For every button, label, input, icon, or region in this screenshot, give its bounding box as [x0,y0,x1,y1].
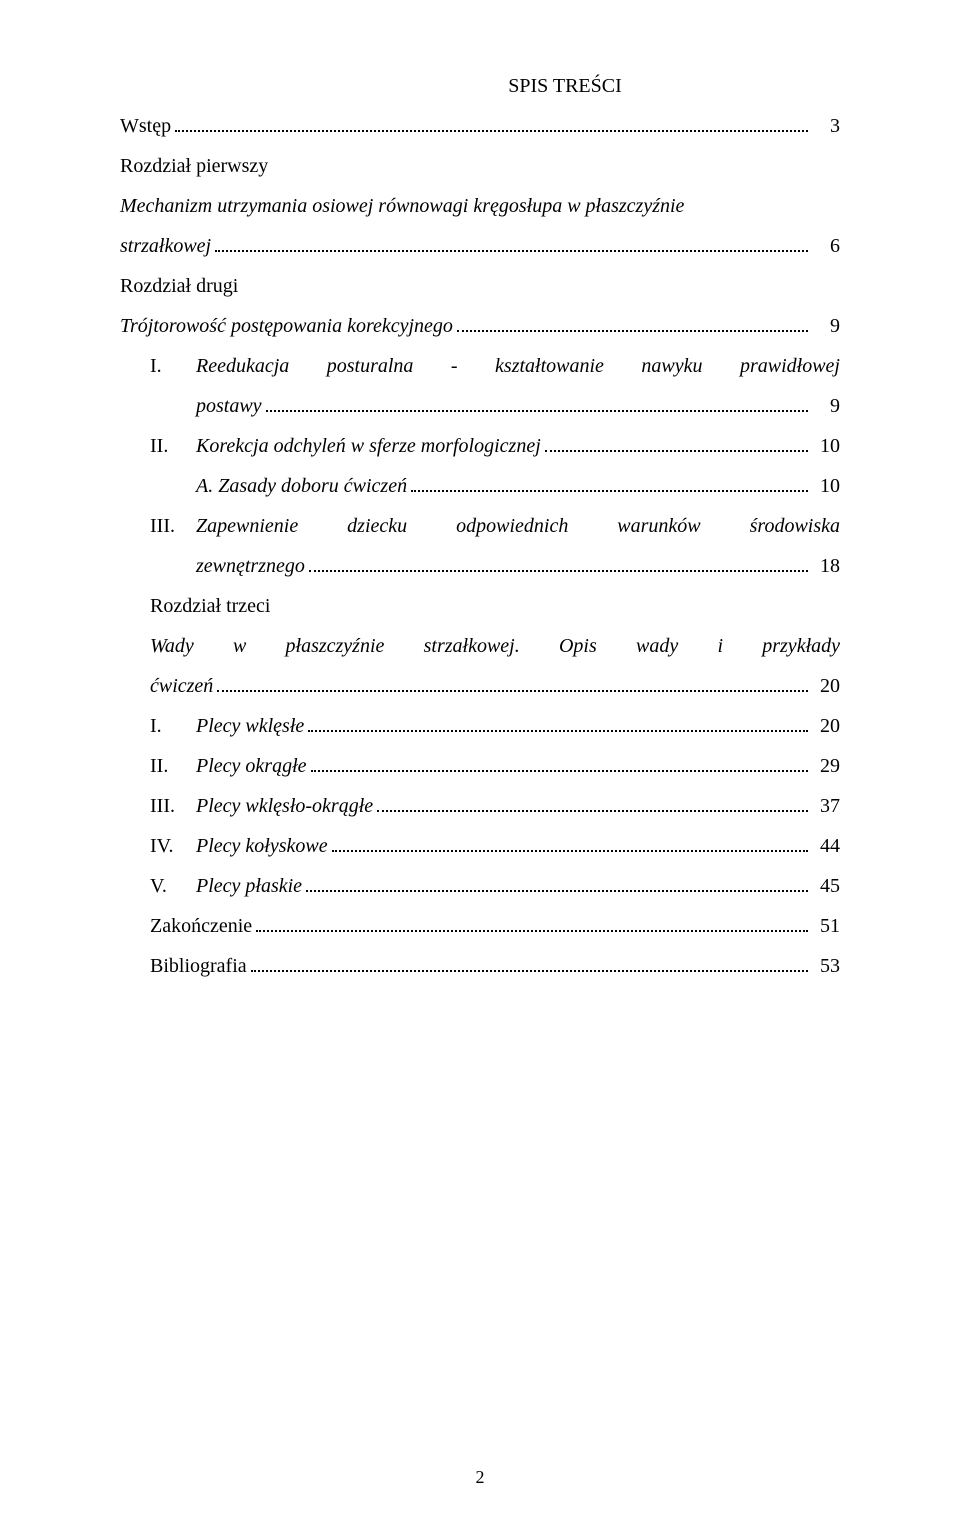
entry-label: Korekcja odchyleń w sferze morfologiczne… [196,430,541,462]
chapter-3-title-line1: Wady w płaszczyźnie strzałkowej. Opis wa… [120,630,840,662]
leader-dots [457,330,808,332]
entry-page: 9 [812,310,840,342]
entry-page: 9 [812,390,840,422]
entry-label: zewnętrznego [196,550,305,582]
leader-dots [175,130,808,132]
roman-numeral: I. [150,350,196,382]
roman-numeral: II. [150,750,196,782]
entry-label: ćwiczeń [150,670,213,702]
chapter-2-label: Rozdział drugi [120,270,840,302]
chapter-2-item-A: A. Zasady doboru ćwiczeń 10 [120,470,840,502]
toc-entry-bibliografia: Bibliografia 53 [120,950,840,982]
entry-page: 3 [812,110,840,142]
chapter-1-title-line1: Mechanizm utrzymania osiowej równowagi k… [120,190,840,222]
entry-label: postawy [196,390,262,422]
entry-page: 37 [812,790,840,822]
leader-dots [306,890,808,892]
roman-numeral: IV. [150,830,196,862]
entry-page: 51 [812,910,840,942]
entry-label: A. Zasady doboru ćwiczeń [196,470,407,502]
entry-page: 45 [812,870,840,902]
toc-entry-wstep: Wstęp 3 [120,110,840,142]
entry-label: Trójtorowość postępowania korekcyjnego [120,310,453,342]
entry-label: Plecy wklęsłe [196,710,304,742]
chapter-3-label: Rozdział trzeci [120,590,840,622]
chapter-2-item-I-line2: postawy 9 [120,390,840,422]
entry-page: 44 [812,830,840,862]
chapter-2-item-III-line2: zewnętrznego 18 [120,550,840,582]
roman-numeral: II. [150,430,196,462]
item-text-line1: Zapewnienie dziecku odpowiednich warunkó… [196,510,840,542]
toc-title: SPIS TREŚCI [290,75,840,98]
leader-dots [308,730,808,732]
chapter-3-title-line2: ćwiczeń 20 [120,670,840,702]
leader-dots [311,770,809,772]
entry-page: 20 [812,710,840,742]
leader-dots [411,490,808,492]
entry-page: 10 [812,430,840,462]
chapter-2-title: Trójtorowość postępowania korekcyjnego 9 [120,310,840,342]
entry-page: 53 [812,950,840,982]
chapter-1-label: Rozdział pierwszy [120,150,840,182]
entry-label: Plecy kołyskowe [196,830,328,862]
leader-dots [266,410,808,412]
chapter-3-item-V: V. Plecy płaskie 45 [120,870,840,902]
chapter-1-title-line2: strzałkowej 6 [120,230,840,262]
chapter-2-item-III: III. Zapewnienie dziecku odpowiednich wa… [120,510,840,542]
item-text-line1: Reedukacja posturalna - kształtowanie na… [196,350,840,382]
leader-dots [251,970,808,972]
entry-label: Plecy wklęsło-okrągłe [196,790,373,822]
roman-numeral: III. [150,510,196,542]
entry-label: strzałkowej [120,230,211,262]
leader-dots [377,810,808,812]
chapter-3-item-IV: IV. Plecy kołyskowe 44 [120,830,840,862]
roman-numeral: III. [150,790,196,822]
leader-dots [217,690,808,692]
entry-page: 6 [812,230,840,262]
entry-label: Plecy płaskie [196,870,302,902]
entry-page: 29 [812,750,840,782]
entry-label: Plecy okrągłe [196,750,307,782]
entry-label: Zakończenie [150,910,252,942]
leader-dots [545,450,808,452]
roman-numeral: V. [150,870,196,902]
leader-dots [332,850,808,852]
page-number-footer: 2 [0,1467,960,1488]
roman-numeral: I. [150,710,196,742]
leader-dots [309,570,808,572]
entry-label: Wstęp [120,110,171,142]
entry-page: 10 [812,470,840,502]
chapter-3-item-III: III. Plecy wklęsło-okrągłe 37 [120,790,840,822]
leader-dots [256,930,808,932]
chapter-2-item-II: II. Korekcja odchyleń w sferze morfologi… [120,430,840,462]
toc-entry-zakonczenie: Zakończenie 51 [120,910,840,942]
entry-page: 20 [812,670,840,702]
chapter-2-item-I: I. Reedukacja posturalna - kształtowanie… [120,350,840,382]
entry-page: 18 [812,550,840,582]
leader-dots [215,250,808,252]
entry-label: Bibliografia [150,950,247,982]
chapter-3-item-II: II. Plecy okrągłe 29 [120,750,840,782]
chapter-3-item-I: I. Plecy wklęsłe 20 [120,710,840,742]
